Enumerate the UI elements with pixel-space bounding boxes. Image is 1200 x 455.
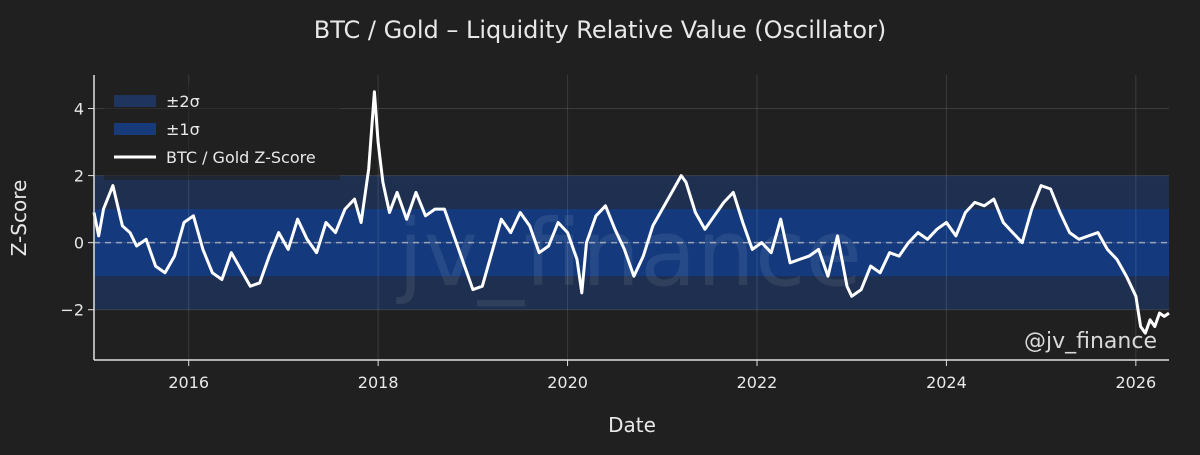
x-tick-label-2026: 2026 [1115, 373, 1156, 392]
legend-label-2sigma: ±2σ [166, 92, 200, 111]
x-tick-label-2018: 2018 [358, 373, 399, 392]
x-tick-label-2020: 2020 [547, 373, 588, 392]
legend-swatch-1sigma [114, 123, 156, 135]
x-tick-label-2016: 2016 [168, 373, 209, 392]
y-tick-label--2: −2 [60, 301, 84, 320]
y-tick-labels: −2 0 2 4 [60, 100, 94, 320]
legend-label-zscore: BTC / Gold Z-Score [166, 148, 316, 167]
legend-swatch-2sigma [114, 95, 156, 107]
x-axis-title: Date [608, 413, 656, 437]
y-tick-label-4: 4 [74, 100, 84, 119]
series-line-btc-gold-zscore [92, 90, 1170, 335]
chart-title: BTC / Gold – Liquidity Relative Value (O… [314, 16, 887, 44]
y-tick-label-2: 2 [74, 167, 84, 186]
x-tick-label-2024: 2024 [926, 373, 967, 392]
x-tick-label-2022: 2022 [737, 373, 778, 392]
handle-annotation: @jv_finance [1024, 329, 1157, 354]
legend-label-1sigma: ±1σ [166, 120, 200, 139]
y-tick-label-0: 0 [74, 234, 84, 253]
watermark-text: jv_finance [396, 200, 862, 307]
y-axis-title: Z-Score [7, 180, 31, 257]
legend: ±2σ ±1σ BTC / Gold Z-Score [104, 84, 340, 180]
x-tick-labels: 2016 2018 2020 2022 2024 2026 [168, 360, 1156, 392]
